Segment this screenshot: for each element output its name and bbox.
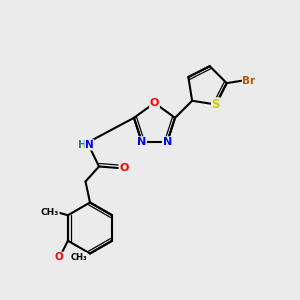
- Text: O: O: [55, 252, 63, 262]
- Text: O: O: [150, 98, 159, 108]
- Text: CH₃: CH₃: [70, 253, 87, 262]
- Text: N: N: [163, 137, 172, 147]
- Text: S: S: [212, 98, 220, 111]
- Text: N: N: [137, 137, 146, 147]
- Text: CH₃: CH₃: [41, 208, 59, 217]
- Text: N: N: [85, 140, 94, 150]
- Text: Br: Br: [242, 76, 256, 85]
- Text: H: H: [78, 140, 87, 151]
- Text: O: O: [119, 163, 129, 173]
